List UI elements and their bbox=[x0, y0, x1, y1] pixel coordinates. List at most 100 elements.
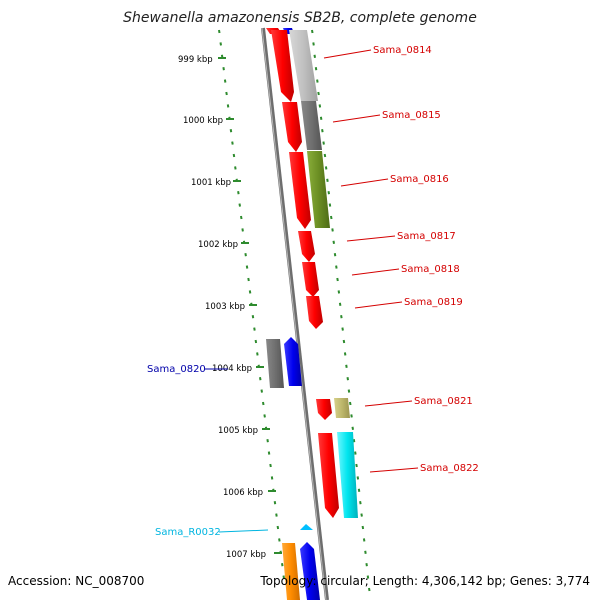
kbp-label: 999 kbp bbox=[178, 55, 213, 65]
gene-sama-0814[interactable] bbox=[271, 30, 294, 102]
cog-block-cyan[interactable] bbox=[337, 432, 358, 518]
kbp-label: 1003 kbp bbox=[205, 302, 245, 312]
gene-labels: Sama_0814 Sama_0815 Sama_0816 Sama_0817 … bbox=[147, 45, 479, 538]
gene-label[interactable]: Sama_0820 bbox=[147, 364, 206, 375]
gene-bottom-blue[interactable] bbox=[300, 542, 320, 600]
minor-tick bbox=[343, 352, 347, 356]
minor-tick bbox=[337, 290, 341, 294]
gene-label[interactable]: Sama_0815 bbox=[382, 110, 441, 121]
right-tick-track bbox=[311, 29, 371, 592]
accession-text: Accession: NC_008700 bbox=[8, 574, 145, 588]
minor-tick bbox=[222, 67, 225, 71]
gene-sama-0820[interactable] bbox=[284, 337, 302, 386]
gene-label[interactable]: Sama_0814 bbox=[373, 45, 432, 56]
minor-tick bbox=[319, 116, 323, 120]
minor-tick bbox=[311, 29, 314, 34]
minor-tick bbox=[350, 414, 353, 418]
gene-sama-0821[interactable] bbox=[316, 399, 332, 420]
cog-block-grey-light[interactable] bbox=[289, 30, 318, 101]
gene-label[interactable]: Sama_0818 bbox=[401, 264, 460, 275]
cog-block-khaki[interactable] bbox=[334, 398, 350, 418]
kbp-label: 1002 kbp bbox=[198, 240, 238, 250]
kbp-label: 1000 kbp bbox=[183, 116, 223, 126]
minor-tick bbox=[241, 228, 244, 232]
minor-tick bbox=[361, 525, 365, 530]
minor-tick bbox=[321, 129, 324, 133]
minor-tick bbox=[219, 42, 222, 46]
minor-tick bbox=[317, 91, 320, 96]
minor-tick bbox=[368, 587, 371, 592]
gene-label[interactable]: Sama_R0032 bbox=[155, 527, 221, 538]
minor-tick bbox=[345, 364, 348, 368]
gene-sama-0822[interactable] bbox=[318, 433, 339, 518]
minor-tick bbox=[267, 451, 271, 455]
gene-label[interactable]: Sama_0819 bbox=[404, 297, 463, 308]
minor-tick bbox=[234, 166, 237, 170]
minor-tick bbox=[223, 79, 227, 83]
gene-sama-0820-grey[interactable] bbox=[266, 339, 284, 388]
gene-sama-0818[interactable] bbox=[302, 262, 319, 297]
minor-tick bbox=[226, 104, 230, 108]
minor-tick bbox=[323, 153, 327, 158]
minor-tick bbox=[359, 501, 362, 505]
minor-tick bbox=[355, 463, 358, 468]
minor-tick bbox=[312, 42, 315, 46]
gene-sama-0819[interactable] bbox=[306, 296, 323, 329]
minor-tick bbox=[229, 129, 233, 133]
minor-tick bbox=[336, 277, 339, 282]
minor-tick bbox=[366, 575, 370, 579]
minor-tick bbox=[349, 401, 352, 406]
minor-tick bbox=[333, 253, 337, 257]
gene-sama-r0032[interactable] bbox=[300, 524, 313, 530]
minor-tick bbox=[362, 538, 366, 542]
minor-tick bbox=[232, 153, 236, 158]
minor-tick bbox=[266, 439, 269, 443]
cog-block-olive[interactable] bbox=[307, 151, 330, 228]
kbp-label: 1006 kbp bbox=[223, 488, 263, 498]
outer-gene-track bbox=[289, 30, 358, 518]
gene-bottom-orange[interactable] bbox=[282, 543, 300, 600]
minor-tick bbox=[340, 315, 343, 319]
gene-sama-0817[interactable] bbox=[298, 231, 315, 262]
minor-tick bbox=[225, 91, 228, 96]
minor-tick bbox=[270, 476, 274, 480]
minor-tick bbox=[281, 563, 284, 567]
minor-tick bbox=[256, 352, 259, 356]
kbp-label: 1004 kbp bbox=[212, 364, 252, 374]
gene-label[interactable]: Sama_0822 bbox=[420, 463, 479, 474]
minor-tick bbox=[218, 29, 221, 34]
minor-tick bbox=[330, 215, 333, 220]
genome-backbone-highlight bbox=[261, 27, 327, 600]
minor-tick bbox=[254, 339, 258, 344]
minor-tick bbox=[260, 389, 263, 393]
minor-tick bbox=[263, 414, 266, 418]
gene-label[interactable]: Sama_0817 bbox=[397, 231, 456, 242]
minor-tick bbox=[245, 265, 249, 269]
minor-tick bbox=[341, 327, 344, 331]
minor-tick bbox=[237, 191, 240, 195]
gene-label[interactable]: Sama_0821 bbox=[414, 396, 473, 407]
minor-tick bbox=[273, 501, 277, 505]
inner-gene-track bbox=[266, 28, 339, 600]
minor-tick bbox=[251, 315, 255, 319]
minor-tick bbox=[357, 488, 361, 492]
minor-tick bbox=[316, 79, 319, 83]
minor-tick bbox=[247, 277, 250, 282]
gene-sama-0816[interactable] bbox=[289, 152, 311, 229]
minor-tick bbox=[351, 426, 354, 430]
gene-sama-0815[interactable] bbox=[282, 102, 302, 152]
minor-tick bbox=[322, 141, 325, 145]
minor-tick bbox=[244, 253, 247, 257]
minor-tick bbox=[253, 327, 256, 331]
topology-text: Topology: circular; Length: 4,306,142 bp… bbox=[260, 574, 590, 588]
gene-label[interactable]: Sama_0816 bbox=[390, 174, 449, 185]
cog-block-grey-dark[interactable] bbox=[301, 101, 322, 150]
minor-tick bbox=[324, 166, 328, 170]
minor-tick bbox=[314, 67, 318, 71]
genome-title: Shewanella amazonensis SB2B, complete ge… bbox=[123, 10, 477, 26]
minor-tick bbox=[332, 240, 335, 244]
minor-tick bbox=[347, 389, 351, 393]
minor-tick bbox=[338, 302, 342, 306]
minor-tick bbox=[240, 215, 243, 220]
